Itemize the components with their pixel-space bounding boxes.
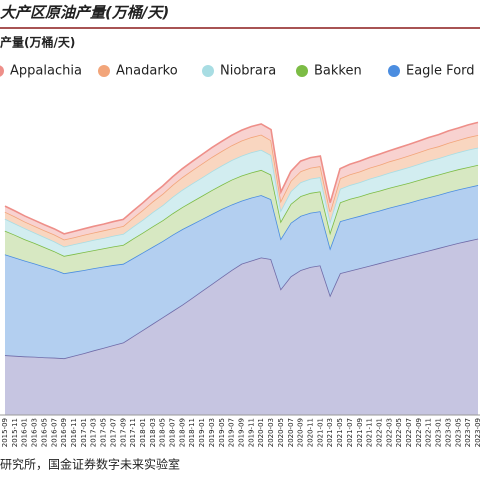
x-tick-label: 2019-09 — [238, 418, 246, 447]
legend-marker — [0, 65, 4, 77]
area — [5, 134, 478, 247]
x-tick-label: 2022-07 — [405, 418, 413, 447]
x-tick-label: 2018-01 — [139, 418, 147, 447]
x-tick-label: 2016-01 — [21, 418, 29, 447]
source: 研究所，国金证券数字未来实验室 — [0, 457, 180, 472]
legend-label: Niobrara — [220, 64, 276, 79]
chart-title: 大产区原油产量(万桶/天) — [0, 4, 169, 22]
x-tick-label: 2021-01 — [316, 418, 324, 447]
x-tick-label: 2023-03 — [444, 418, 452, 447]
x-tick-label: 2016-07 — [50, 418, 58, 447]
x-tick-label: 2018-03 — [149, 418, 157, 447]
x-tick-label: 2022-03 — [385, 418, 393, 447]
area — [5, 238, 478, 415]
x-tick-label: 2016-11 — [70, 418, 78, 447]
x-tick-label: 2016-03 — [31, 418, 39, 447]
x-tick-label: 2018-05 — [159, 418, 167, 447]
area — [5, 185, 478, 359]
x-tick-label: 2018-11 — [188, 418, 196, 447]
legend-marker — [388, 65, 400, 77]
x-tick-label: 2020-09 — [297, 418, 305, 447]
x-tick-label: 2019-05 — [218, 418, 226, 447]
x-tick-label: 2020-07 — [287, 418, 295, 447]
x-tick-label: 2019-01 — [198, 418, 206, 447]
x-tick-label: 2019-07 — [228, 418, 236, 447]
x-tick-label: 2015-11 — [11, 418, 19, 447]
x-tick-label: 2017-03 — [90, 418, 98, 447]
legend-marker — [296, 65, 308, 77]
x-tick-label: 2020-03 — [267, 418, 275, 447]
x-tick-label: 2023-07 — [464, 418, 472, 447]
x-tick-label: 2021-11 — [366, 418, 374, 447]
x-tick-label: 2020-05 — [277, 418, 285, 447]
x-tick-label: 2016-09 — [60, 418, 68, 447]
x-tick-label: 2018-07 — [169, 418, 177, 447]
x-tick-label: 2022-05 — [395, 418, 403, 447]
x-tick-label: 2017-09 — [119, 418, 127, 447]
x-tick-label: 2017-01 — [80, 418, 88, 447]
legend-label: Appalachia — [10, 64, 82, 79]
legend-label: Anadarko — [116, 64, 178, 79]
area-edge — [4, 121, 479, 235]
legend-marker — [98, 65, 110, 77]
x-tick-label: 2022-01 — [375, 418, 383, 447]
x-tick-label: 2020-01 — [257, 418, 265, 447]
x-tick-label: 2017-07 — [109, 418, 117, 447]
x-tick-label: 2017-11 — [129, 418, 137, 447]
x-tick-label: 2022-09 — [415, 418, 423, 447]
x-tick-label: 2023-01 — [435, 418, 443, 447]
x-tick-label: 2022-11 — [425, 418, 433, 447]
x-tick-label: 2017-05 — [100, 418, 108, 447]
x-tick-label: 2019-03 — [208, 418, 216, 447]
x-tick-label: 2021-09 — [356, 418, 364, 447]
area — [5, 147, 478, 256]
x-tick-label: 2021-05 — [336, 418, 344, 447]
x-tick-label: 2018-09 — [178, 418, 186, 447]
x-tick-label: 2021-07 — [346, 418, 354, 447]
legend-label: Bakken — [314, 64, 362, 79]
x-tick-label: 2021-03 — [326, 418, 334, 447]
x-tick-label: 2015-09 — [1, 418, 9, 447]
legend-label: Eagle Ford — [406, 64, 475, 79]
x-tick-label: 2016-05 — [40, 418, 48, 447]
x-tick-label: 2023-09 — [474, 418, 480, 447]
legend-marker — [202, 65, 214, 77]
x-tick-label: 2020-11 — [306, 418, 314, 447]
area — [5, 164, 478, 274]
x-tick-label: 2019-11 — [247, 418, 255, 447]
x-tick-label: 2023-05 — [454, 418, 462, 447]
y-axis-label: 产量(万桶/天) — [0, 35, 75, 50]
